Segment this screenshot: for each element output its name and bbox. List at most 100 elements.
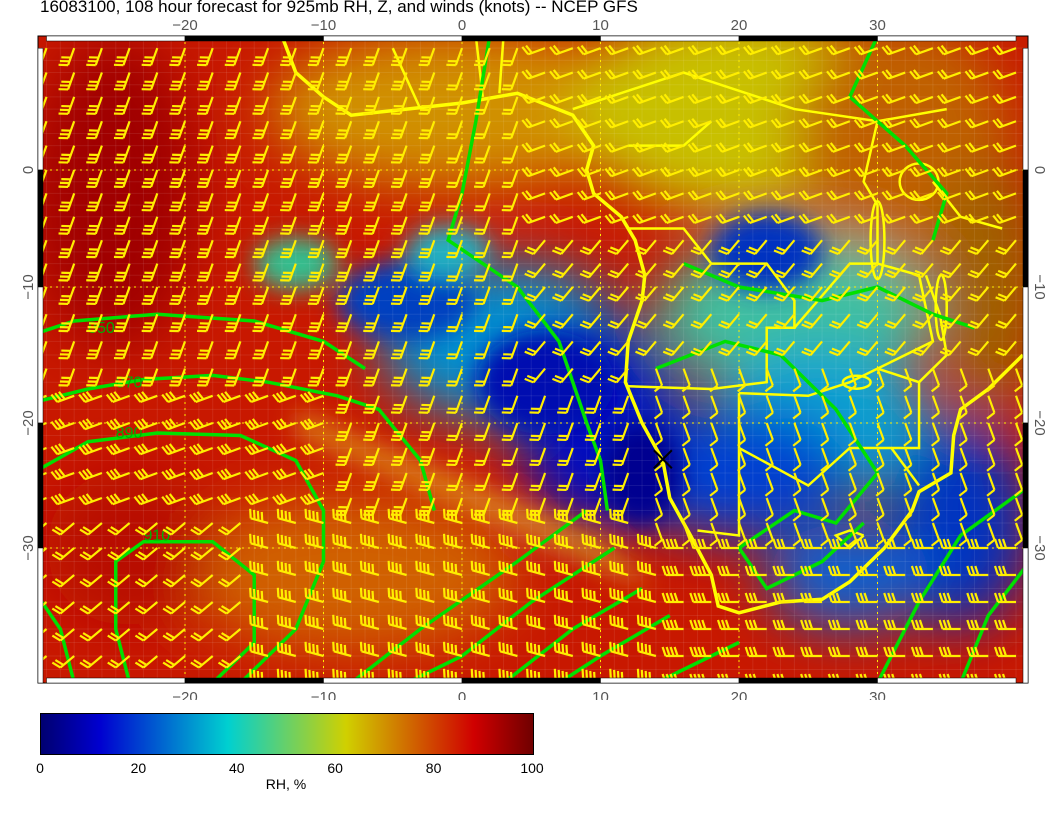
barb-flag [478, 562, 482, 573]
wind-barb [58, 313, 76, 333]
barb-flag [502, 642, 505, 653]
barb-flag [134, 528, 145, 536]
wind-barb [105, 391, 130, 403]
wind-barb [501, 169, 519, 189]
barb-flag [141, 418, 149, 428]
barb-flag [221, 632, 231, 639]
barb-flag [418, 136, 429, 140]
barb-flag [169, 208, 179, 212]
barb-flag [299, 471, 308, 480]
wind-barb [359, 508, 380, 525]
wind-barb [224, 286, 242, 306]
barb-flag [422, 510, 426, 521]
barb-flag [421, 431, 431, 434]
barb-flag [442, 641, 446, 652]
country-border [877, 367, 921, 450]
barb-flag [365, 322, 376, 325]
barb-flag [335, 255, 346, 259]
barb-flag [393, 129, 404, 132]
wind-barb [197, 286, 214, 306]
barb-flag [86, 302, 96, 306]
contour-line [628, 640, 740, 683]
barb-flag [189, 471, 197, 480]
barb-flag [113, 112, 124, 115]
barb-flag [309, 228, 319, 232]
barb-flag [474, 161, 484, 164]
barb-flag [226, 228, 236, 232]
wind-barb [390, 239, 408, 259]
barb-flag [116, 295, 127, 298]
barb-flag [110, 632, 120, 639]
barb-flag [335, 488, 346, 492]
axis-bar [1022, 547, 1029, 684]
barb-flag [343, 511, 347, 522]
barb-flag [310, 201, 321, 204]
wind-barb [224, 47, 242, 67]
barb-flag [255, 224, 265, 228]
wind-barb [141, 368, 159, 387]
contour-label: 890 [116, 425, 143, 442]
barb-flag [474, 88, 484, 91]
barb-flag [524, 249, 534, 256]
barb-flag [501, 302, 512, 306]
barb-flag [165, 392, 173, 402]
barb-flag [419, 353, 430, 356]
wind-barb [141, 263, 159, 282]
barb-flag [224, 88, 235, 91]
wind-barb [249, 508, 269, 525]
barb-flag [529, 615, 533, 626]
wind-barb [141, 239, 159, 259]
wind-barb [217, 574, 242, 588]
barb-flag [304, 533, 308, 544]
barb-flag [190, 661, 200, 669]
wind-barb [415, 641, 435, 658]
barb-flag [506, 616, 509, 627]
wind-barb [50, 468, 75, 481]
wind-barb [79, 628, 103, 642]
barb-flag [392, 298, 402, 302]
barb-flag [391, 509, 395, 520]
barb-flag [252, 279, 262, 282]
barb-flag [446, 161, 456, 164]
wind-barb [78, 391, 103, 403]
barb-flag [59, 298, 70, 302]
barb-flag [501, 63, 512, 67]
barb-flag [190, 580, 200, 588]
barb-flag [335, 136, 346, 140]
wind-barb [162, 601, 186, 615]
barb-flag [470, 508, 474, 519]
wind-barb [524, 239, 546, 256]
barb-flag [367, 643, 371, 654]
wind-barb [529, 447, 547, 467]
wind-barb [415, 508, 435, 525]
wind-barb [105, 493, 130, 506]
barb-flag [81, 419, 90, 429]
barb-flag [533, 589, 537, 600]
barb-flag [54, 469, 62, 479]
wind-barb [335, 472, 353, 492]
barb-flag [196, 468, 205, 478]
wind-barb [217, 547, 242, 561]
wind-barb [498, 508, 518, 525]
barb-flag [252, 185, 262, 189]
barb-flag [248, 494, 256, 504]
barb-flag [172, 129, 182, 132]
wind-barb [133, 468, 158, 481]
barb-flag [165, 469, 173, 479]
barb-flag [144, 201, 154, 204]
wind-barb [224, 120, 242, 140]
barb-flag [537, 590, 541, 601]
wind-barb [197, 368, 214, 387]
barb-flag [280, 255, 290, 259]
barb-flag [58, 136, 69, 140]
barb-flag [61, 153, 71, 157]
barb-flag [533, 562, 537, 573]
barb-flag [359, 508, 363, 519]
contour-label: 910 [143, 528, 170, 545]
barb-flag [316, 617, 319, 628]
barb-flag [392, 484, 402, 488]
wind-barb [501, 286, 519, 306]
barb-flag [281, 181, 292, 185]
barb-flag [303, 469, 312, 479]
